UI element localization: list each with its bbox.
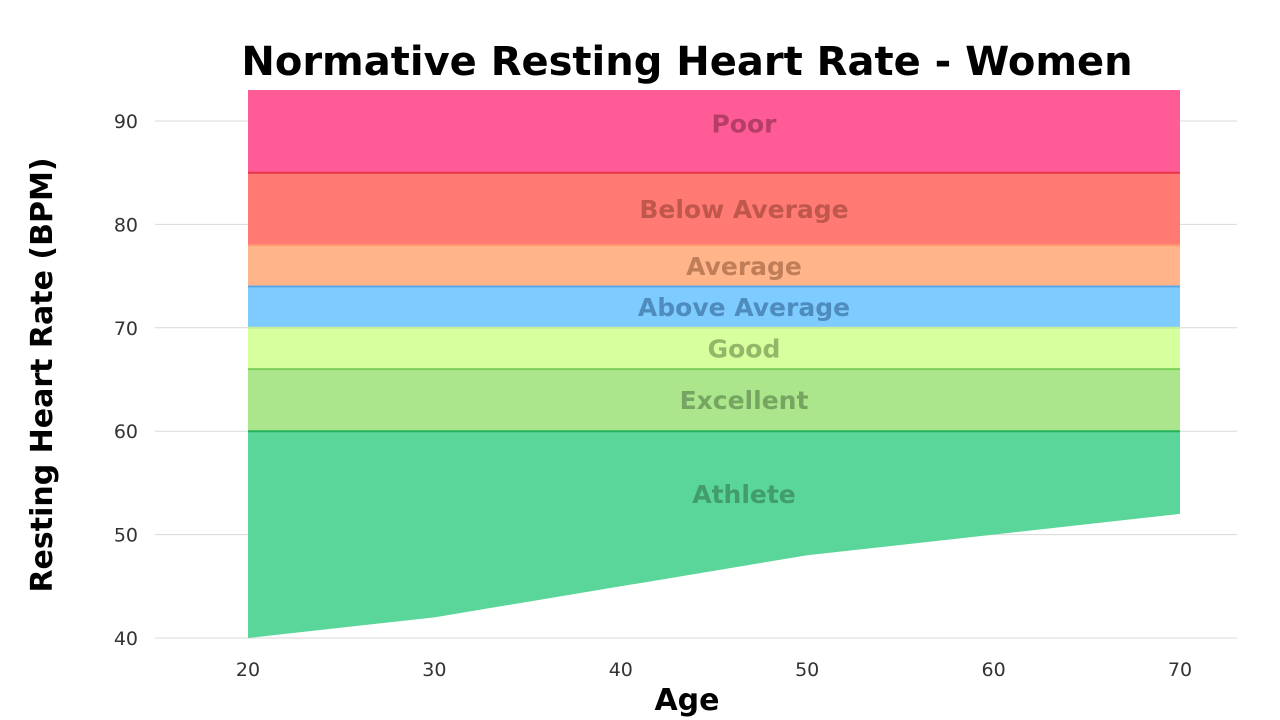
x-axis-title: Age: [654, 683, 719, 718]
band-good: [248, 327, 1180, 370]
y-tick-40: 40: [114, 628, 138, 650]
band-athlete: [248, 431, 1180, 638]
band-below-average: [248, 172, 1180, 246]
band-boundaries: [248, 171, 1180, 433]
y-axis-title: Resting Heart Rate (BPM): [25, 157, 60, 592]
x-tick-50: 50: [795, 659, 819, 681]
x-tick-40: 40: [609, 659, 633, 681]
band-label-above-average: Above Average: [638, 293, 850, 322]
y-tick-70: 70: [114, 318, 138, 340]
y-tick-60: 60: [114, 421, 138, 443]
x-tick-20: 20: [236, 659, 260, 681]
band-areas: [248, 90, 1180, 638]
band-labels: Poor Below Average Average Above Average Goo…: [638, 109, 850, 509]
band-label-athlete: Athlete: [692, 480, 796, 509]
x-tick-30: 30: [422, 659, 446, 681]
x-tick-labels: 20 30 40 50 60 70: [236, 659, 1192, 681]
band-above-average: [248, 286, 1180, 328]
x-tick-70: 70: [1168, 659, 1192, 681]
y-tick-50: 50: [114, 525, 138, 547]
y-tick-80: 80: [114, 214, 138, 236]
band-label-average: Average: [686, 252, 802, 281]
band-label-poor: Poor: [711, 109, 777, 138]
y-tick-90: 90: [114, 111, 138, 133]
band-excellent: [248, 369, 1180, 432]
band-average: [248, 245, 1180, 287]
y-tick-labels: 40 50 60 70 80 90: [114, 111, 138, 650]
band-label-excellent: Excellent: [680, 386, 809, 415]
chart-title: Normative Resting Heart Rate - Women: [241, 39, 1132, 85]
x-tick-60: 60: [982, 659, 1006, 681]
band-label-below-average: Below Average: [639, 195, 848, 224]
band-label-good: Good: [708, 334, 781, 363]
band-poor: [248, 90, 1180, 173]
